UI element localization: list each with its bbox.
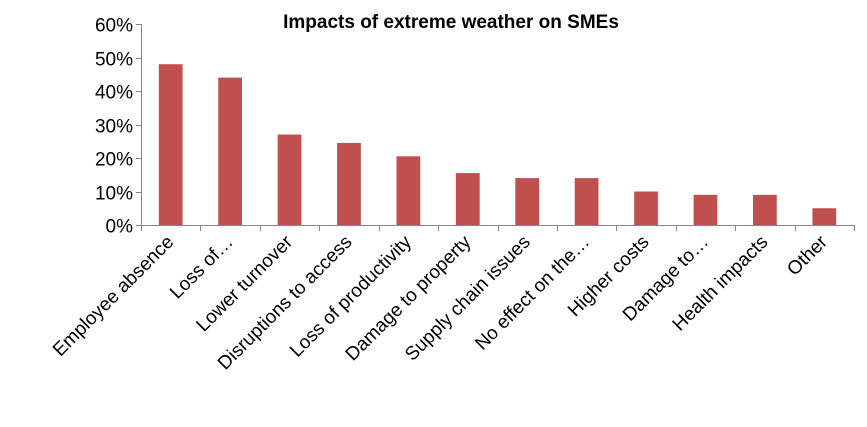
bar (515, 178, 540, 225)
y-tick-label: 0% (106, 217, 134, 238)
bar (396, 156, 421, 225)
bar (455, 173, 480, 225)
y-tick-label: 30% (95, 117, 133, 138)
y-tick-label: 40% (95, 83, 133, 104)
bar (337, 142, 361, 225)
y-tick-label: 60% (95, 16, 133, 37)
category-label: Employee absence (49, 232, 178, 361)
y-tick-label: 20% (95, 150, 133, 171)
category-label: Other (783, 231, 832, 280)
bar (218, 77, 243, 225)
y-tick-label: 50% (95, 50, 133, 71)
x-axis (141, 225, 855, 231)
y-axis: 0% 10% 20% 30% 40% 50% 60% (95, 16, 142, 238)
bar (752, 194, 777, 225)
chart-title: Impacts of extreme weather on SMEs (283, 12, 619, 33)
bar (574, 178, 599, 225)
bar (634, 191, 658, 225)
bar (693, 194, 718, 225)
bar (158, 64, 183, 225)
bars (158, 64, 837, 225)
category-label: No effect on the… (471, 232, 594, 355)
bar (812, 208, 837, 225)
bar (277, 134, 302, 225)
y-tick-label: 10% (95, 184, 133, 205)
